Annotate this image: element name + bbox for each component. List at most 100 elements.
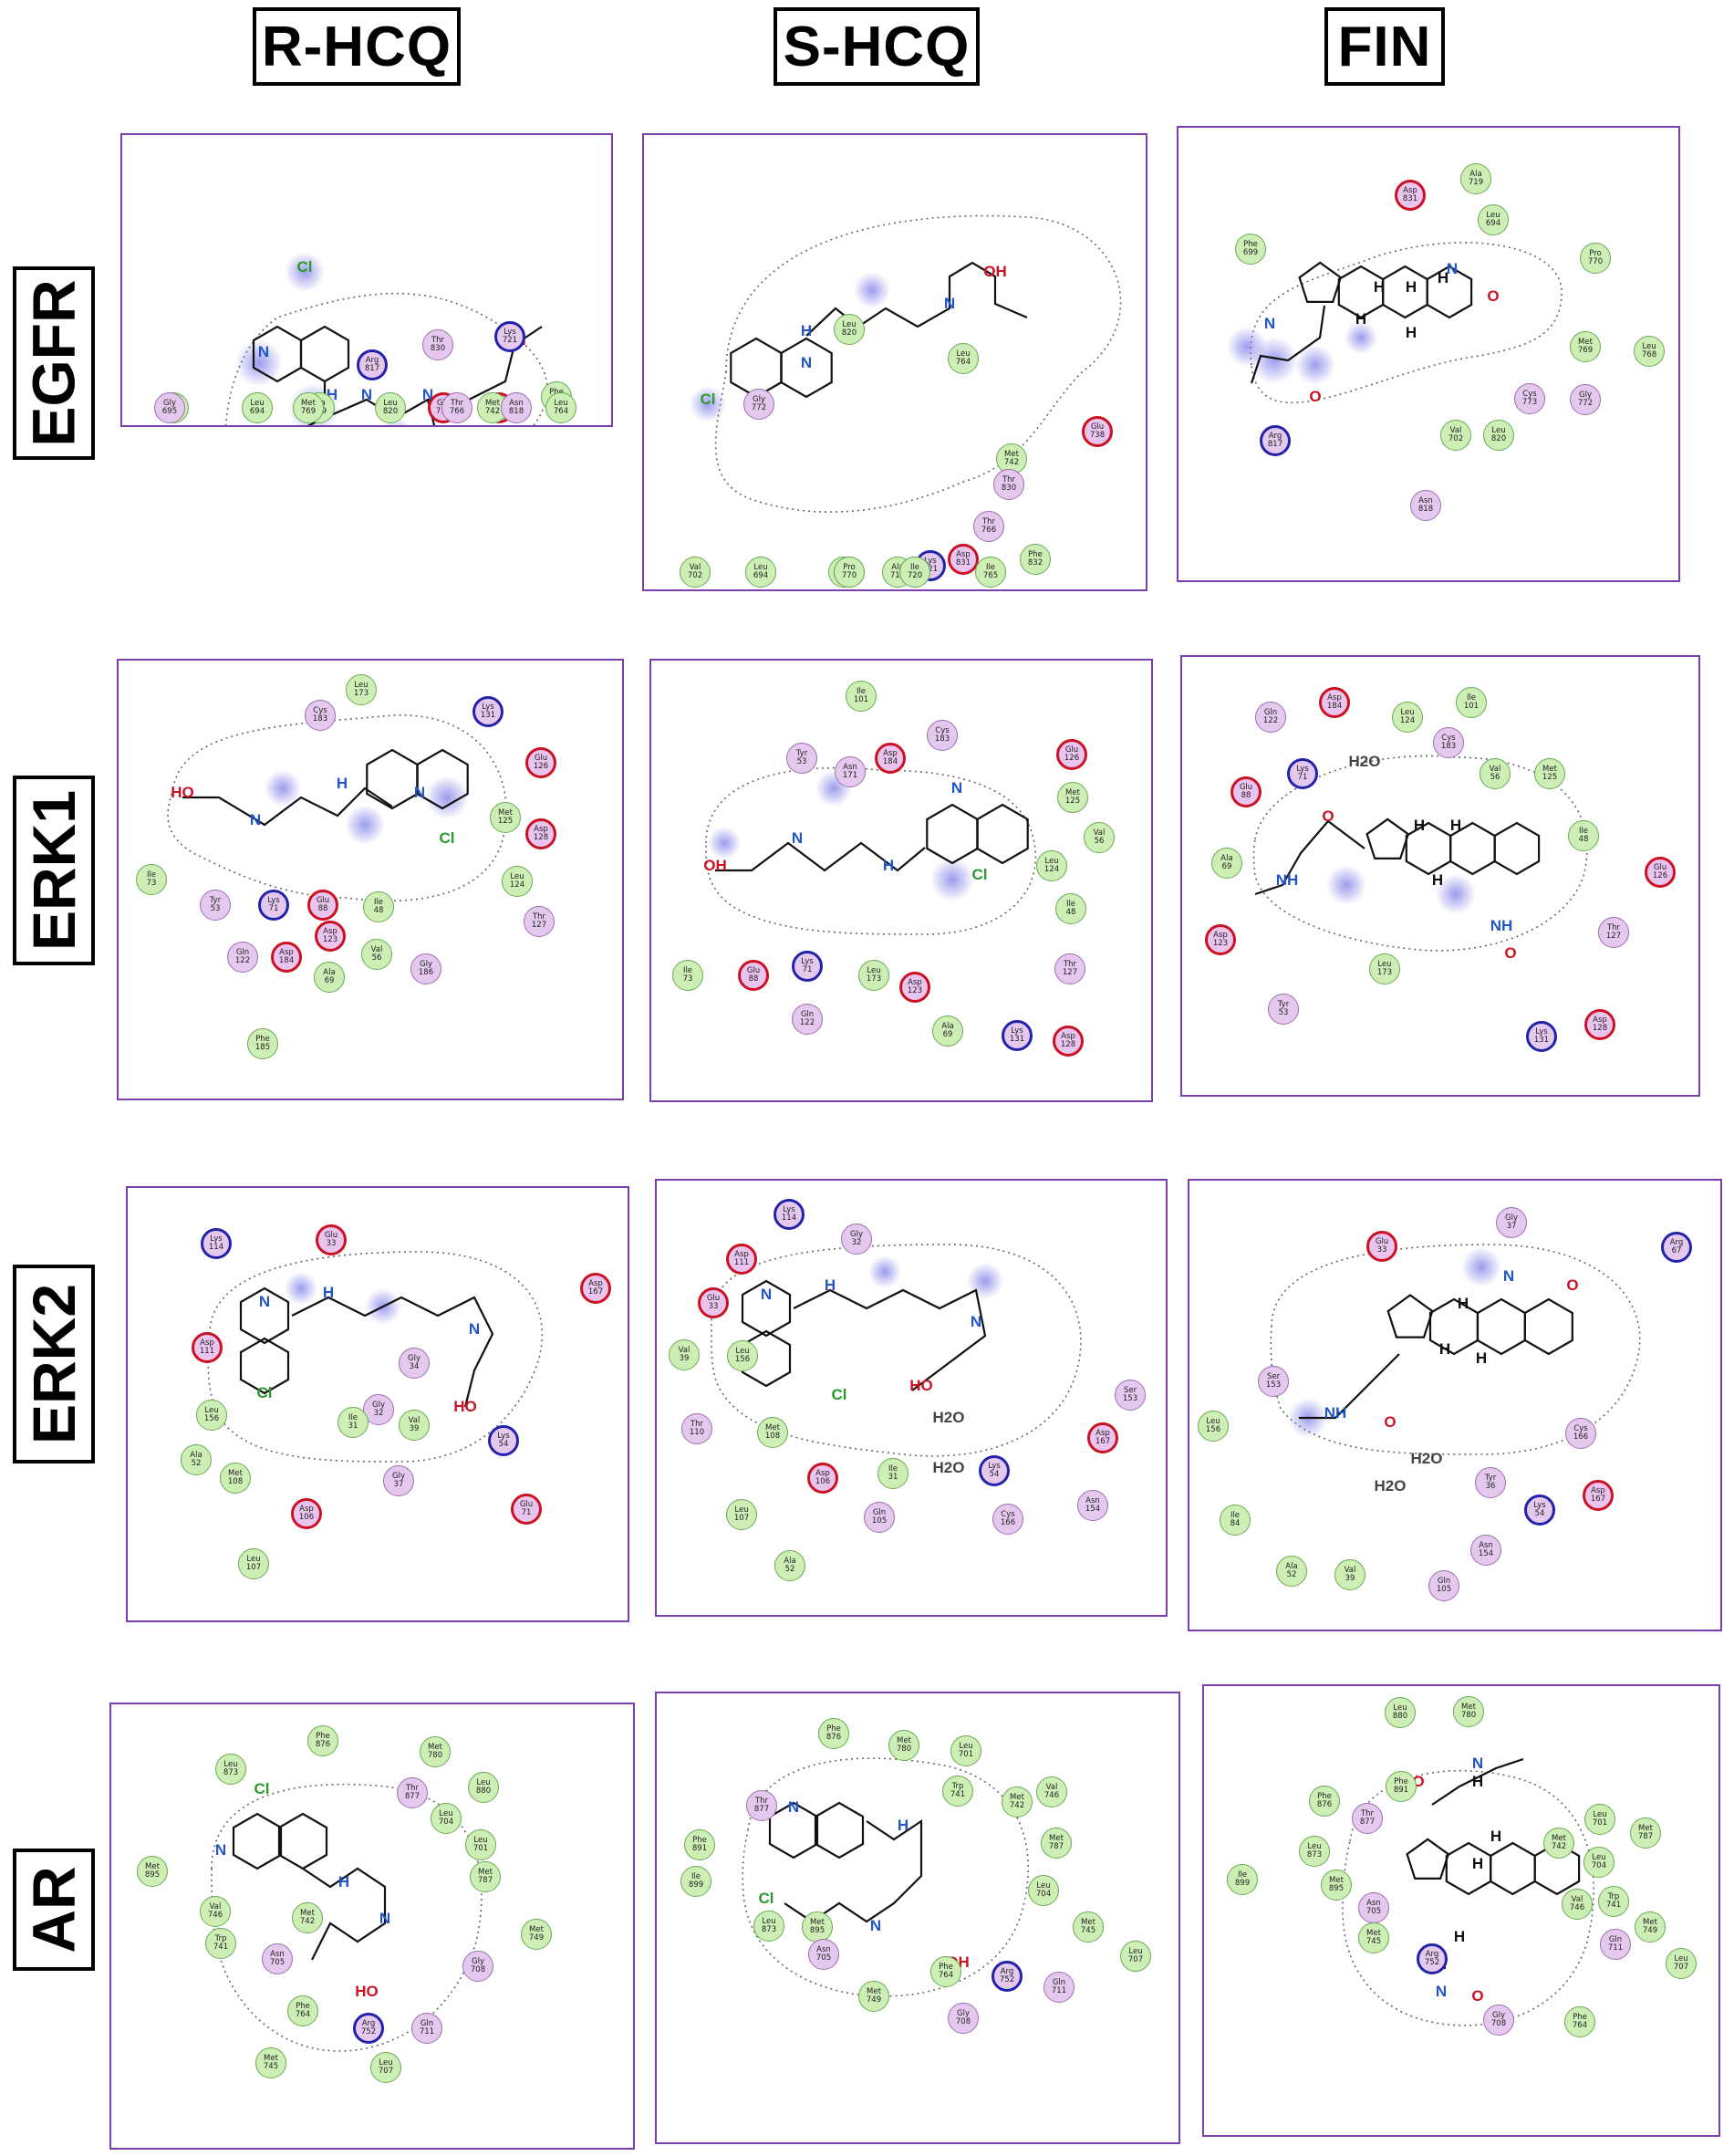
residue-number: 770: [841, 571, 857, 580]
atom-label: H: [338, 1873, 349, 1890]
residue-name: Met: [428, 1743, 442, 1752]
residue-ile-899: Ile 899: [1227, 1864, 1258, 1895]
residue-number: 105: [871, 1516, 888, 1526]
residue-asp-184: Asp 184: [271, 942, 302, 973]
residue-thr-127: Thr 127: [524, 906, 555, 937]
residue-name: Glu: [1090, 422, 1105, 432]
residue-name: Leu: [734, 1505, 749, 1515]
residue-met-787: Met 787: [470, 1861, 501, 1892]
residue-number: 106: [298, 1513, 315, 1522]
residue-number: 719: [1468, 178, 1484, 187]
atom-label: OH: [983, 263, 1007, 280]
residue-name: Asp: [956, 550, 971, 559]
residue-name: Trp: [1607, 1892, 1620, 1901]
residue-glu-71: Glu 71: [511, 1494, 542, 1525]
residue-number: 56: [1490, 773, 1500, 782]
atom-label: H: [801, 322, 812, 339]
residue-number: 48: [373, 906, 384, 915]
residue-number: 88: [1241, 791, 1251, 800]
panel-erk1-s-hcq: OH N H N Cl Ile 101 Tyr 53 Cys 183 Asp 184 Asn 171 Glu 1…: [649, 659, 1153, 1102]
residue-name: Asp: [279, 948, 294, 957]
residue-leu-704: Leu 704: [1028, 1875, 1059, 1906]
atom-label: H2O: [933, 1409, 965, 1426]
residue-glu-33: Glu 33: [1366, 1231, 1397, 1262]
residue-leu-764: Leu 764: [545, 392, 576, 423]
residue-name: Ala: [1220, 854, 1233, 863]
residue-leu-880: Leu 880: [468, 1772, 499, 1803]
residue-name: Met: [1065, 788, 1080, 797]
ligand-diagram: ClNHNNOH: [224, 252, 548, 425]
residue-name: Thr: [690, 1420, 704, 1429]
residue-number: 694: [753, 571, 769, 580]
residue-number: 128: [533, 833, 549, 842]
panel-egfr-fin: H H N H H N O O H Asp 831 Ala 719 Leu 694 Phe 699 Pro 770 M…: [1177, 126, 1680, 582]
panel-erk2-r-hcq: N H N HO Cl Lys 114 Glu 33 Asp 167 Asp 111 Gly 34 Leu 15…: [126, 1186, 629, 1622]
residue-glu-126: Glu 126: [1056, 739, 1087, 770]
residue-name: Leu: [1128, 1947, 1143, 1956]
residue-number: 720: [907, 571, 923, 580]
residue-name: Phe: [1573, 2013, 1587, 2022]
atom-label: Cl: [254, 1780, 270, 1797]
residue-name: Leu: [1642, 342, 1656, 351]
residue-name: Glu: [324, 1231, 338, 1240]
atom-label: H2O: [1375, 1477, 1407, 1495]
residue-name: Phe: [1028, 550, 1043, 559]
residue-number: 899: [1234, 1879, 1251, 1888]
atom-label: NH: [1490, 917, 1513, 934]
residue-asn-154: Asn 154: [1470, 1535, 1501, 1566]
residue-name: Asp: [908, 978, 922, 987]
residue-name: Lys: [924, 557, 937, 566]
row-header-ar: AR: [13, 1849, 95, 1971]
residue-name: Ile: [856, 687, 867, 696]
residue-number: 764: [938, 1971, 954, 1980]
residue-number: 830: [1001, 484, 1017, 493]
residue-phe-764: Phe 764: [287, 1995, 318, 2026]
residue-met-742: Met 742: [292, 1902, 323, 1933]
residue-number: 873: [223, 1768, 239, 1777]
residue-name: Gly: [163, 399, 176, 408]
residue-name: Cys: [313, 706, 327, 715]
residue-name: Gln: [1263, 708, 1278, 717]
residue-number: 704: [1591, 1861, 1607, 1870]
residue-name: Ala: [323, 968, 336, 977]
residue-number: 31: [888, 1473, 898, 1482]
residue-number: 34: [409, 1362, 420, 1371]
residue-name: Tyr: [1277, 1000, 1290, 1009]
residue-name: Leu: [1393, 1703, 1407, 1713]
residue-leu-873: Leu 873: [753, 1911, 784, 1942]
atom-label: H: [1355, 310, 1366, 328]
residue-name: Leu: [1486, 211, 1500, 220]
residue-leu-820: Leu 820: [834, 314, 865, 345]
residue-lys-54: Lys 54: [979, 1455, 1010, 1486]
residue-name: Leu: [223, 1760, 238, 1769]
residue-arg-67: Arg 67: [1661, 1232, 1692, 1263]
atom-label: N: [250, 811, 261, 828]
residue-name: Glu: [519, 1500, 534, 1509]
atom-label: H: [1454, 1928, 1465, 1945]
atom-label: OH: [703, 857, 727, 874]
residue-number: 73: [146, 879, 157, 888]
atom-label: N: [258, 343, 269, 360]
residue-number: 131: [1533, 1036, 1550, 1045]
residue-name: Asn: [843, 763, 857, 772]
residue-ile-765: Ile 765: [975, 557, 1006, 588]
residue-number: 167: [1590, 1495, 1606, 1504]
residue-name: Ile: [373, 898, 384, 907]
residue-name: Asp: [815, 1469, 830, 1478]
residue-met-895: Met 895: [1321, 1870, 1352, 1901]
residue-number: 877: [753, 1805, 770, 1814]
atom-label: H: [825, 1276, 836, 1294]
row-header-egfr: EGFR: [13, 266, 95, 460]
residue-name: Thr: [532, 912, 546, 922]
residue-name: Ile: [888, 1464, 898, 1474]
residue-name: Ala: [941, 1022, 954, 1031]
residue-asn-154: Asn 154: [1077, 1490, 1108, 1521]
atom-label: H: [1406, 324, 1417, 341]
residue-number: 741: [1605, 1901, 1622, 1910]
panel-erk2-s-hcq: N H N HO Cl H2O H2O Lys 114 Gly 32 Asp 111 Glu 33 Val 39…: [655, 1179, 1168, 1617]
residue-met-745: Met 745: [1073, 1911, 1104, 1942]
residue-name: Val: [1093, 828, 1106, 838]
residue-name: Gly: [372, 1401, 385, 1410]
